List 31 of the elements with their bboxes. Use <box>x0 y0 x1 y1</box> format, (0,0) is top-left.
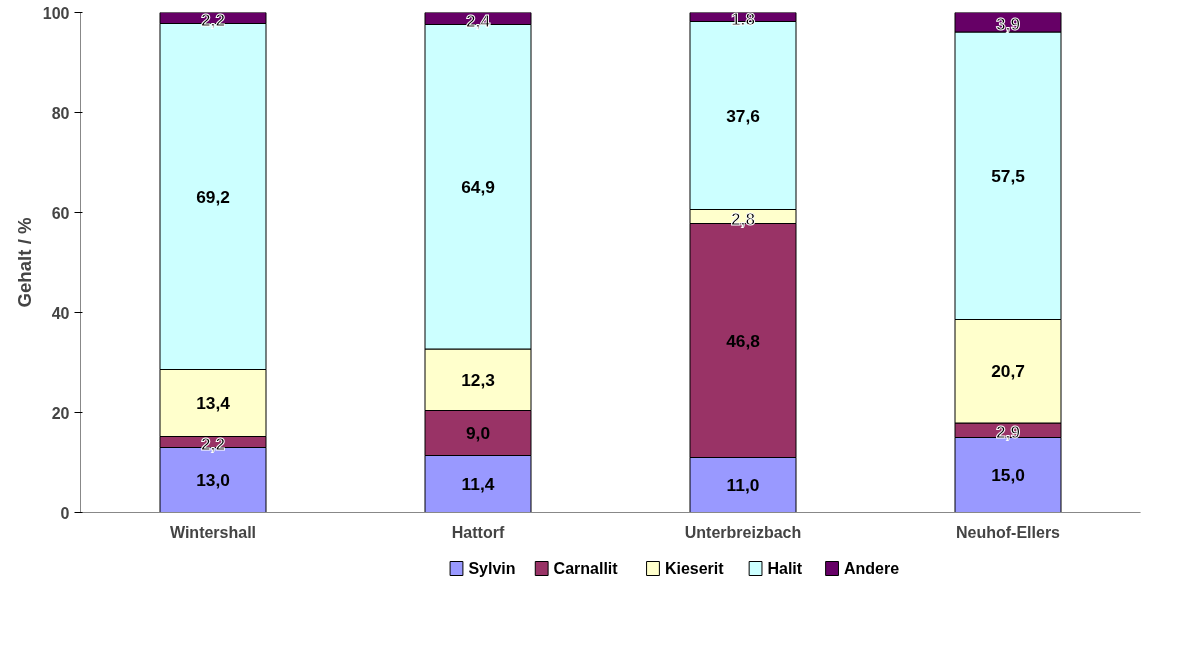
y-tick-label: 40 <box>51 304 70 322</box>
y-axis-title: Gehalt / % <box>13 216 35 308</box>
data-label: 2,9 <box>995 422 1021 443</box>
legend-label: Halit <box>767 560 803 577</box>
y-tick-label: 0 <box>60 504 70 522</box>
data-label: 46,8 <box>726 330 761 351</box>
data-label: 20,7 <box>991 361 1025 382</box>
y-tick-label: 20 <box>51 404 70 422</box>
x-tick-label: Unterbreizbach <box>684 523 802 541</box>
data-label: 9,0 <box>465 423 491 443</box>
data-label: 11,4 <box>461 474 495 494</box>
data-label: 64,9 <box>461 176 495 197</box>
data-label: 57,5 <box>991 165 1026 186</box>
data-label: 69,2 <box>196 186 230 207</box>
x-tick-label: Neuhof-Ellers <box>955 523 1061 541</box>
data-label: 13,4 <box>196 393 231 413</box>
y-tick-label: 80 <box>51 104 70 122</box>
legend-label: Sylvin <box>468 560 516 577</box>
data-label: 3,9 <box>995 14 1021 35</box>
data-label: 13,0 <box>196 470 230 490</box>
data-label: 11,0 <box>726 475 760 495</box>
data-label: 37,6 <box>726 105 761 126</box>
y-tick-label: 60 <box>51 204 70 222</box>
y-tick-label: 100 <box>42 4 70 22</box>
data-label: 12,3 <box>461 369 496 390</box>
legend-label: Andere <box>843 560 900 577</box>
legend-label: Kieserit <box>664 560 725 577</box>
data-label: 15,0 <box>991 465 1025 485</box>
x-tick-label: Wintershall <box>169 523 257 541</box>
legend-label: Carnallit <box>553 560 619 577</box>
x-tick-label: Hattorf <box>451 523 505 541</box>
